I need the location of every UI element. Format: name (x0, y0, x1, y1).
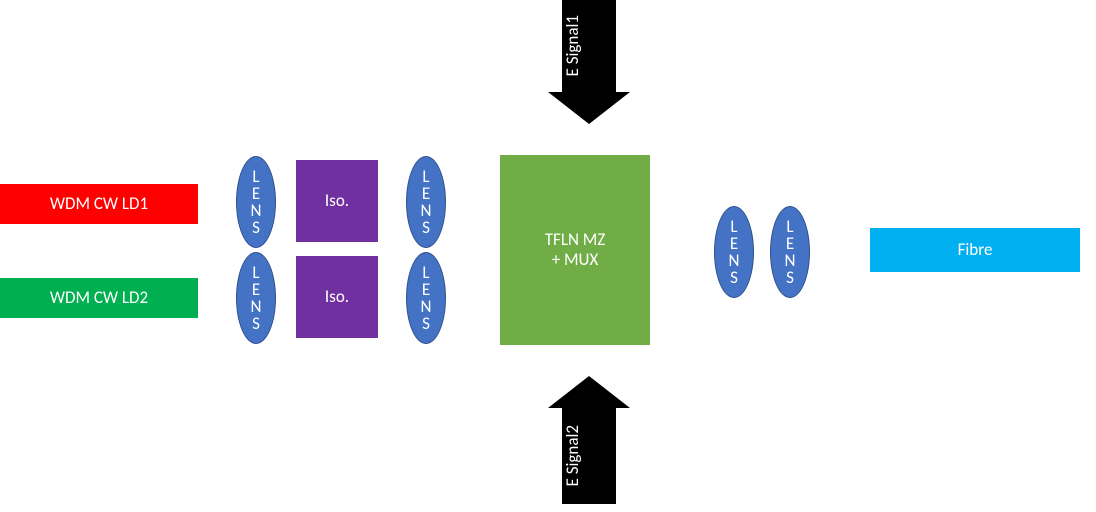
arrow-label: E Signal1 (562, 15, 616, 76)
lens-1: LENS (236, 156, 276, 248)
lens-2: LENS (236, 252, 276, 344)
arrow-shaft: E Signal1 (562, 0, 616, 92)
ld2-label: WDM CW LD2 (50, 288, 148, 308)
tfln-block: TFLN MZ + MUX (500, 155, 650, 345)
arrow-head-icon (548, 376, 630, 408)
lens-label: LENS (421, 168, 432, 236)
fibre-block: Fibre (870, 228, 1080, 272)
lens-label: LENS (785, 218, 796, 286)
lens-5: LENS (714, 206, 754, 298)
arrow-bottom: E Signal2 (548, 376, 630, 504)
arrow-top: E Signal1 (548, 0, 630, 124)
ld1-label: WDM CW LD1 (50, 194, 148, 214)
lens-3: LENS (406, 156, 446, 248)
lens-label: LENS (251, 264, 262, 332)
ld1-block: WDM CW LD1 (0, 184, 198, 224)
tfln-label: TFLN MZ + MUX (545, 230, 606, 271)
lens-label: LENS (729, 218, 740, 286)
arrow-shaft: E Signal2 (562, 408, 616, 504)
lens-label: LENS (251, 168, 262, 236)
arrow-label: E Signal2 (562, 425, 616, 486)
iso2-label: Iso. (325, 287, 349, 307)
lens-6: LENS (770, 206, 810, 298)
iso1-label: Iso. (325, 191, 349, 211)
iso2-block: Iso. (296, 256, 378, 338)
fibre-label: Fibre (958, 240, 993, 260)
iso1-block: Iso. (296, 160, 378, 242)
lens-label: LENS (421, 264, 432, 332)
ld2-block: WDM CW LD2 (0, 278, 198, 318)
lens-4: LENS (406, 252, 446, 344)
arrow-head-icon (548, 92, 630, 124)
